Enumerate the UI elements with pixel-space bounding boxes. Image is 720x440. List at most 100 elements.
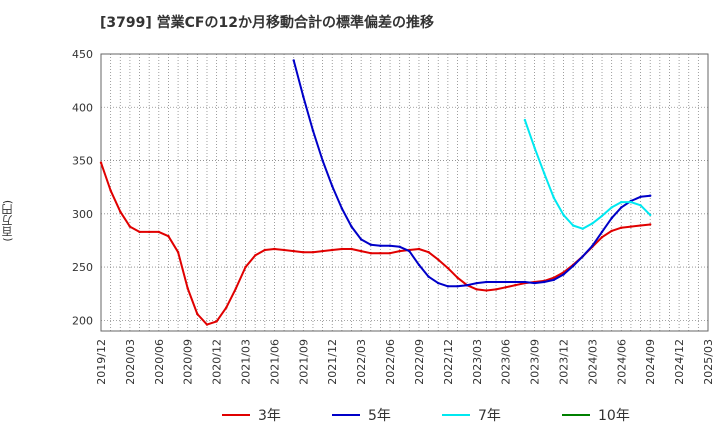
- data-point: [321, 249, 324, 253]
- x-tick-label: 2021/09: [297, 339, 310, 385]
- series-line-3: [523, 119, 651, 230]
- data-point: [610, 229, 613, 233]
- x-tick-label: 2023/06: [500, 339, 513, 385]
- legend-swatch: [332, 414, 360, 416]
- x-tick-label: 2021/06: [268, 339, 281, 385]
- legend-label: 7年: [478, 408, 501, 424]
- x-tick-label: 2022/09: [413, 339, 426, 385]
- data-point: [350, 225, 353, 228]
- legend-label: 3年: [258, 408, 281, 424]
- data-point: [369, 252, 372, 255]
- data-point: [331, 248, 334, 252]
- data-point: [398, 249, 401, 253]
- data-point: [282, 248, 286, 252]
- data-point: [138, 230, 141, 234]
- data-point: [369, 243, 372, 246]
- x-tick-label: 2024/12: [673, 339, 686, 385]
- data-point: [629, 225, 633, 228]
- data-point: [167, 235, 170, 238]
- data-point: [234, 287, 238, 290]
- data-point: [456, 276, 459, 279]
- data-point: [292, 59, 295, 62]
- data-point: [620, 206, 623, 209]
- data-point: [571, 264, 575, 268]
- data-point: [148, 230, 151, 234]
- data-point: [620, 226, 623, 229]
- data-point: [437, 281, 440, 285]
- data-point: [552, 276, 555, 279]
- data-point: [321, 159, 324, 162]
- data-point: [350, 247, 353, 251]
- data-point: [610, 216, 613, 220]
- data-point: [379, 252, 382, 255]
- data-point: [254, 254, 257, 257]
- legend-label: 10年: [598, 408, 630, 424]
- data-point: [398, 245, 401, 248]
- y-tick-label: 300: [72, 208, 93, 221]
- data-point: [465, 284, 469, 287]
- data-point: [379, 244, 382, 247]
- legend-swatch: [442, 414, 470, 416]
- series-line-2: [292, 60, 651, 288]
- data-point: [475, 281, 478, 285]
- x-tick-label: 2024/09: [644, 339, 657, 385]
- data-point: [205, 323, 209, 326]
- data-point: [639, 195, 642, 198]
- y-tick-label: 350: [72, 155, 93, 168]
- x-tick-label: 2020/12: [211, 339, 224, 385]
- data-point: [119, 210, 122, 213]
- data-point: [543, 280, 546, 284]
- legend-swatch: [222, 414, 250, 416]
- data-point: [649, 213, 652, 217]
- data-point: [176, 251, 180, 254]
- data-point: [311, 251, 315, 254]
- data-point: [417, 263, 421, 267]
- data-point: [649, 223, 652, 226]
- data-point: [446, 266, 450, 270]
- data-point: [437, 258, 440, 261]
- data-point: [302, 95, 305, 98]
- data-point: [388, 252, 392, 255]
- data-point: [533, 281, 536, 285]
- line-chart: 200 250 300 350 400 450 2019/12 2020/03 2020/06 2…: [72, 48, 715, 385]
- data-point: [552, 278, 555, 282]
- x-tick-label: 2020/09: [182, 339, 195, 385]
- x-tick-label: 2022/12: [442, 339, 455, 385]
- data-point: [331, 184, 334, 188]
- data-point: [600, 230, 604, 234]
- data-point: [157, 230, 160, 234]
- x-tick-label: 2019/12: [95, 339, 108, 385]
- data-point: [514, 284, 517, 287]
- data-point: [292, 249, 295, 253]
- data-point: [485, 280, 488, 284]
- data-point: [456, 285, 459, 288]
- data-point: [629, 200, 633, 204]
- x-tick-label: 2024/06: [615, 339, 628, 385]
- series-line-1: [100, 162, 651, 326]
- data-point: [196, 312, 199, 316]
- data-point: [523, 280, 527, 284]
- data-point: [485, 289, 488, 292]
- data-point: [340, 247, 344, 251]
- data-point: [610, 206, 613, 209]
- data-point: [581, 227, 584, 230]
- data-point: [581, 255, 584, 258]
- data-point: [494, 288, 498, 291]
- data-point: [639, 204, 642, 207]
- x-tick-label: 2025/03: [702, 339, 715, 385]
- data-point: [186, 287, 189, 290]
- x-tick-label: 2022/06: [384, 339, 397, 385]
- data-point: [359, 249, 363, 253]
- data-point: [359, 238, 363, 241]
- data-point: [523, 118, 527, 122]
- y-tick-label: 200: [72, 314, 93, 327]
- data-point: [302, 251, 305, 254]
- data-point: [591, 244, 594, 247]
- data-point: [475, 288, 478, 291]
- data-point: [215, 320, 218, 323]
- plot-area: [101, 54, 708, 331]
- x-tick-label: 2024/03: [586, 339, 599, 385]
- data-point: [533, 146, 536, 149]
- data-point: [649, 194, 652, 197]
- data-point: [571, 224, 575, 227]
